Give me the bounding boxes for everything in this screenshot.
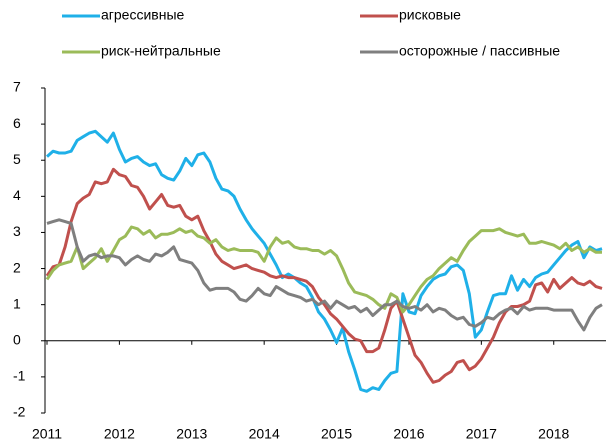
y-tick-label: -2 xyxy=(13,404,26,420)
x-tick-label: 2015 xyxy=(321,426,352,442)
x-tick-label: 2017 xyxy=(466,426,497,442)
x-tick-label: 2016 xyxy=(393,426,424,442)
series-line xyxy=(46,218,603,332)
y-tick-label: 6 xyxy=(13,115,21,131)
y-tick-label: 3 xyxy=(13,223,21,239)
x-tick-label: 2013 xyxy=(176,426,207,442)
legend-label: рисковые xyxy=(399,7,461,23)
x-tick-label: 2018 xyxy=(538,426,569,442)
y-tick-label: 0 xyxy=(13,331,21,347)
y-tick-label: 1 xyxy=(13,295,21,311)
y-tick-label: 2 xyxy=(13,259,21,275)
y-tick-label: 5 xyxy=(13,151,21,167)
x-tick-label: 2012 xyxy=(104,426,135,442)
legend-label: осторожные / пассивные xyxy=(399,43,560,59)
legend-label: агрессивные xyxy=(101,7,185,23)
x-tick-label: 2011 xyxy=(32,426,62,442)
legend-label: риск-нейтральные xyxy=(101,43,221,59)
y-tick-label: -1 xyxy=(13,368,26,384)
x-tick-label: 2014 xyxy=(249,426,280,442)
series-line xyxy=(45,225,602,314)
y-tick-label: 4 xyxy=(13,187,21,203)
y-tick-label: 7 xyxy=(13,79,21,95)
series-line xyxy=(45,167,603,384)
series-line xyxy=(45,129,603,393)
